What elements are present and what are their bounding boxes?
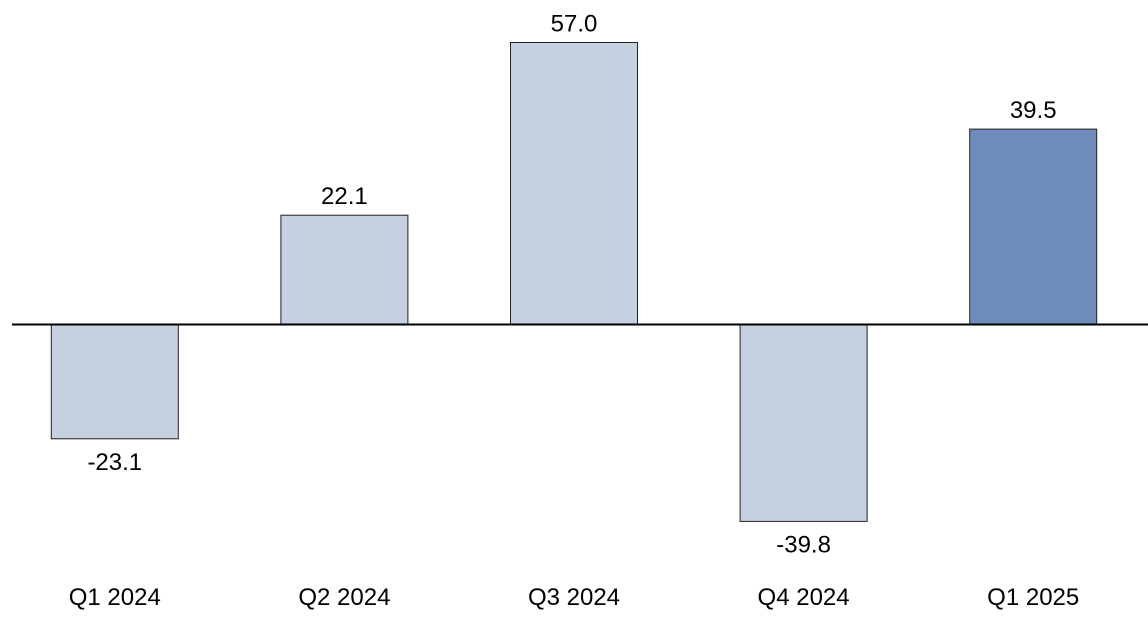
- bar-q2-2024: [280, 214, 409, 325]
- x-tick-label: Q1 2024: [69, 584, 161, 611]
- bar-q3-2024: [510, 42, 638, 325]
- data-label: -23.1: [87, 449, 142, 476]
- x-tick-label: Q4 2024: [758, 584, 850, 611]
- bar-q1-2024: [50, 324, 179, 440]
- x-tick-label: Q1 2025: [987, 584, 1079, 611]
- x-tick-label: Q2 2024: [298, 584, 390, 611]
- bar-q4-2024: [739, 324, 868, 522]
- data-label: -39.8: [776, 531, 831, 558]
- bar-q1-2025: [969, 128, 1098, 325]
- x-tick-label: Q3 2024: [528, 584, 620, 611]
- data-label: 22.1: [321, 183, 368, 210]
- data-label: 57.0: [551, 11, 598, 38]
- data-label: 39.5: [1010, 97, 1057, 124]
